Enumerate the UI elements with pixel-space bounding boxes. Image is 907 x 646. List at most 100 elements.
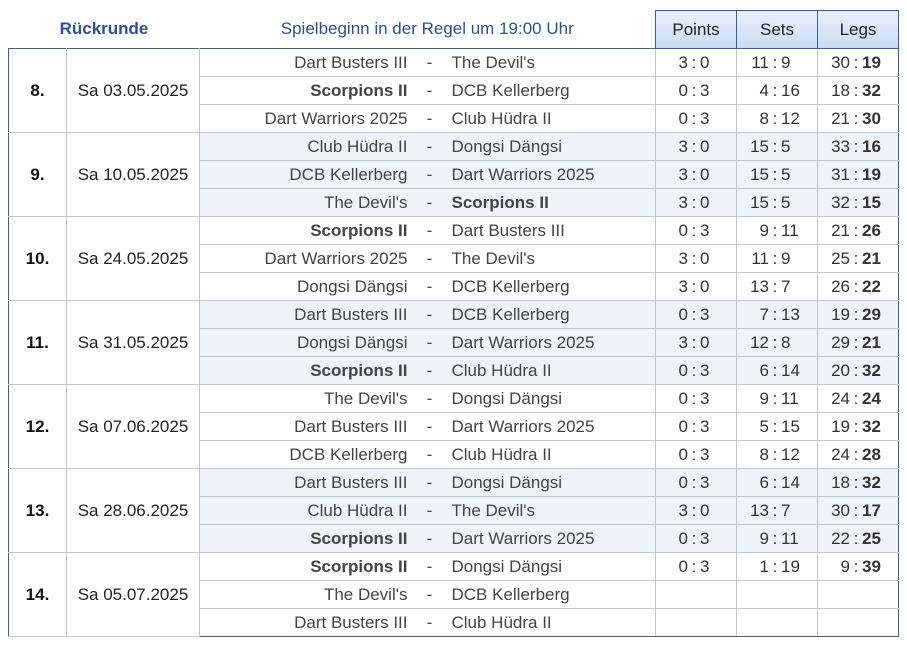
away-team[interactable]: Club Hüdra II — [447, 356, 656, 385]
away-team[interactable]: Dongsi Dängsi — [447, 384, 656, 413]
away-team[interactable]: Dongsi Dängsi — [447, 132, 656, 161]
column-header-sets[interactable]: Sets — [736, 10, 818, 49]
legs-away-value: 16 — [862, 136, 881, 156]
away-team[interactable]: Dart Warriors 2025 — [447, 412, 656, 441]
away-team[interactable]: DCB Kellerberg — [447, 76, 656, 105]
sets-home-value: 4 — [759, 80, 769, 100]
sets-home-value: 15 — [750, 136, 769, 156]
score-colon: : — [853, 192, 859, 212]
away-team[interactable]: DCB Kellerberg — [447, 272, 656, 301]
column-header-points[interactable]: Points — [655, 10, 737, 49]
sets-home-value: 13 — [750, 500, 769, 520]
home-team[interactable]: Dart Busters III — [199, 608, 412, 637]
points-away-value: 3 — [700, 304, 710, 324]
away-team[interactable]: DCB Kellerberg — [447, 580, 656, 609]
points-away-value: 3 — [700, 444, 710, 464]
points-home-value: 0 — [678, 444, 688, 464]
score-colon: : — [691, 528, 697, 548]
home-team[interactable]: Dart Warriors 2025 — [199, 104, 412, 133]
legs-score: 33:16 — [817, 132, 899, 161]
score-colon: : — [691, 220, 697, 240]
score-colon: : — [853, 164, 859, 184]
points-score — [655, 580, 737, 609]
away-team[interactable]: The Devil's — [447, 496, 656, 525]
away-team[interactable]: Dart Warriors 2025 — [447, 524, 656, 553]
home-team[interactable]: Scorpions II — [199, 76, 412, 105]
points-score: 0:3 — [655, 384, 737, 413]
legs-score: 19:32 — [817, 412, 899, 441]
points-home-value: 0 — [678, 80, 688, 100]
home-team[interactable]: DCB Kellerberg — [199, 160, 412, 189]
home-team[interactable]: The Devil's — [199, 580, 412, 609]
sets-score: 9:11 — [736, 384, 818, 413]
legs-away-value: 19 — [862, 52, 881, 72]
home-team[interactable]: Dongsi Dängsi — [199, 272, 412, 301]
home-team[interactable]: Club Hüdra II — [199, 496, 412, 525]
score-colon: : — [772, 80, 778, 100]
home-team[interactable]: Dongsi Dängsi — [199, 328, 412, 357]
away-team[interactable]: Dart Warriors 2025 — [447, 328, 656, 357]
away-team[interactable]: Club Hüdra II — [447, 608, 656, 637]
round-group: 8. Sa 03.05.2025 Dart Busters III - The Devi… — [8, 48, 899, 133]
points-away-value: 3 — [700, 472, 710, 492]
away-team[interactable]: The Devil's — [447, 48, 656, 77]
away-team[interactable]: The Devil's — [447, 244, 656, 273]
points-score: 3:0 — [655, 272, 737, 301]
away-team[interactable]: Club Hüdra II — [447, 104, 656, 133]
home-team[interactable]: Dart Busters III — [199, 300, 412, 329]
home-team[interactable]: Dart Busters III — [199, 48, 412, 77]
legs-away-value: 28 — [862, 444, 881, 464]
score-colon: : — [772, 248, 778, 268]
sets-away-value: 14 — [781, 472, 800, 492]
home-team[interactable]: Scorpions II — [199, 552, 412, 581]
score-colon: : — [853, 472, 859, 492]
sets-away-value: 14 — [781, 360, 800, 380]
round-date: Sa 31.05.2025 — [66, 300, 200, 385]
home-team[interactable]: DCB Kellerberg — [199, 440, 412, 469]
points-home-value: 0 — [678, 304, 688, 324]
away-team[interactable]: DCB Kellerberg — [447, 300, 656, 329]
away-team[interactable]: Dart Busters III — [447, 216, 656, 245]
legs-away-value: 32 — [862, 80, 881, 100]
home-team[interactable]: Dart Warriors 2025 — [199, 244, 412, 273]
away-team[interactable]: Dongsi Dängsi — [447, 468, 656, 497]
points-away-value: 0 — [700, 52, 710, 72]
home-team[interactable]: The Devil's — [199, 188, 412, 217]
home-team[interactable]: Club Hüdra II — [199, 132, 412, 161]
away-team[interactable]: Club Hüdra II — [447, 440, 656, 469]
legs-away-value: 25 — [862, 528, 881, 548]
away-team[interactable]: Scorpions II — [447, 188, 656, 217]
score-colon: : — [691, 556, 697, 576]
legs-score: 30:17 — [817, 496, 899, 525]
sets-home-value: 8 — [759, 444, 769, 464]
column-header-legs[interactable]: Legs — [817, 10, 899, 49]
score-colon: : — [691, 332, 697, 352]
away-team[interactable]: Dongsi Dängsi — [447, 552, 656, 581]
legs-home-value: 24 — [831, 388, 850, 408]
sets-score: 4:16 — [736, 76, 818, 105]
home-team[interactable]: The Devil's — [199, 384, 412, 413]
legs-away-value: 21 — [862, 248, 881, 268]
sets-score: 11:9 — [736, 48, 818, 77]
legs-away-value: 32 — [862, 360, 881, 380]
home-team[interactable]: Scorpions II — [199, 356, 412, 385]
away-team[interactable]: Dart Warriors 2025 — [447, 160, 656, 189]
home-team[interactable]: Dart Busters III — [199, 412, 412, 441]
legs-home-value: 25 — [831, 248, 850, 268]
points-home-value: 0 — [678, 108, 688, 128]
sets-home-value: 9 — [759, 388, 769, 408]
match-row: 10. Sa 24.05.2025 Scorpions II - Dart Buster… — [8, 216, 899, 301]
sets-home-value: 1 — [759, 556, 769, 576]
match-separator: - — [411, 300, 448, 329]
match-separator: - — [411, 496, 448, 525]
home-team[interactable]: Scorpions II — [199, 524, 412, 553]
match-separator: - — [411, 524, 448, 553]
match-row: 12. Sa 07.06.2025 The Devil's - Dongsi Dängs… — [8, 384, 899, 469]
score-colon: : — [691, 164, 697, 184]
round-date: Sa 24.05.2025 — [66, 216, 200, 301]
points-score: 3:0 — [655, 132, 737, 161]
home-team[interactable]: Scorpions II — [199, 216, 412, 245]
points-away-value: 3 — [700, 556, 710, 576]
home-team[interactable]: Dart Busters III — [199, 468, 412, 497]
legs-home-value: 22 — [831, 528, 850, 548]
